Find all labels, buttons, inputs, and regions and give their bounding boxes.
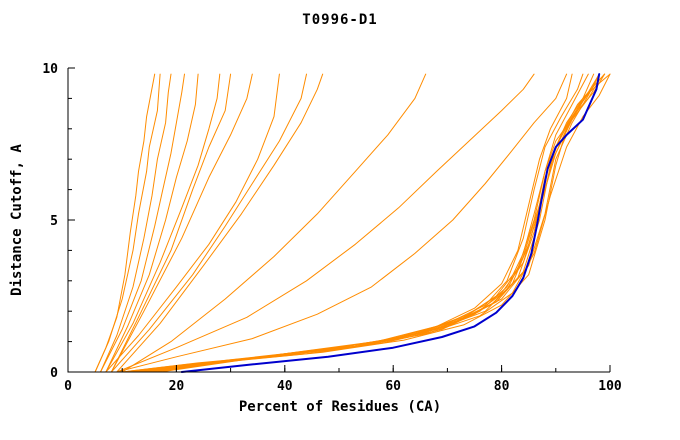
x-tick-label: 40 <box>277 379 293 394</box>
x-tick-label: 80 <box>494 379 510 394</box>
chart-title: T0996-D1 <box>302 12 378 28</box>
curve-model-18 <box>143 73 600 373</box>
y-tick-label: 10 <box>42 62 58 77</box>
curve-model-22 <box>121 73 606 373</box>
curve-model-15 <box>127 73 584 373</box>
curve-model-25 <box>138 73 611 373</box>
curve-model-02 <box>94 73 161 373</box>
curve-model-10 <box>110 73 307 373</box>
x-tick-label: 100 <box>598 379 622 394</box>
curve-model-07 <box>110 73 232 373</box>
y-tick-label: 5 <box>50 214 58 229</box>
curve-model-24 <box>116 73 568 373</box>
curve-model-13 <box>116 73 535 373</box>
curve-model-08 <box>110 73 253 373</box>
curve-model-23 <box>159 73 600 373</box>
y-tick-label: 0 <box>50 366 58 381</box>
curve-model-17 <box>138 73 595 373</box>
x-tick-label: 0 <box>64 379 72 394</box>
curve-model-05 <box>105 73 199 373</box>
curve-model-26 <box>127 73 600 373</box>
curve-model-03 <box>100 73 172 373</box>
axis-lines <box>67 68 610 373</box>
curve-model-01 <box>94 73 156 373</box>
x-tick-label: 60 <box>385 379 401 394</box>
curve-model-12 <box>121 73 427 373</box>
curve-model-06 <box>105 73 221 373</box>
curve-model-09 <box>105 73 280 373</box>
curve-model-04 <box>100 73 185 373</box>
x-tick-label: 20 <box>169 379 185 394</box>
curve-model-19 <box>148 73 606 373</box>
curve-model-16 <box>132 73 589 373</box>
curve-best-model <box>180 73 601 373</box>
curve-model-11 <box>116 73 324 373</box>
x-axis-label: Percent of Residues (CA) <box>238 399 442 415</box>
